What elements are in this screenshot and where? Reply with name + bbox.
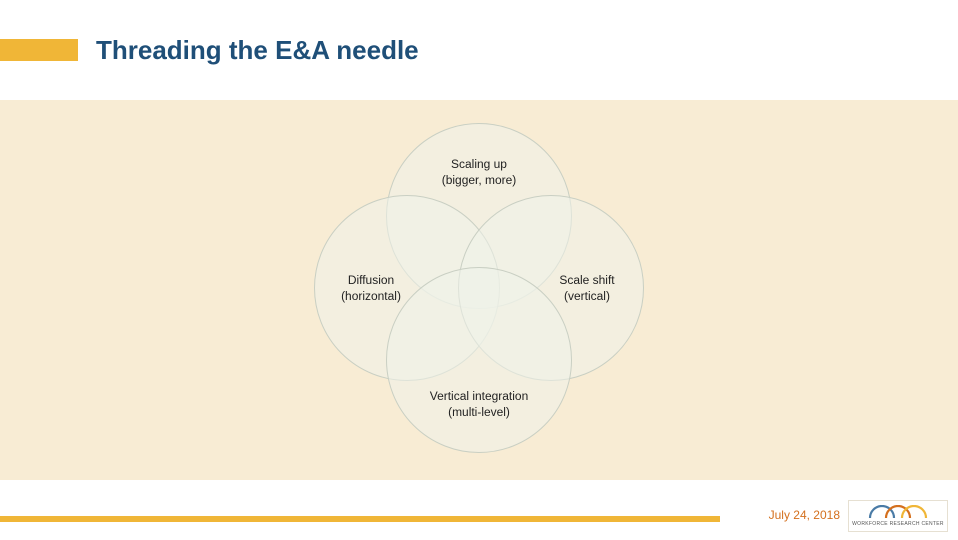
venn-label-left-line1: Diffusion <box>341 272 401 288</box>
venn-circle-bottom: Vertical integration (multi-level) <box>386 267 572 453</box>
venn-label-left-line2: (horizontal) <box>341 288 401 304</box>
slide-header: Threading the E&A needle <box>0 28 958 72</box>
footer-accent-bar <box>0 516 720 522</box>
footer-date: July 24, 2018 <box>769 508 840 522</box>
venn-label-left: Diffusion (horizontal) <box>341 272 401 304</box>
venn-label-top-line2: (bigger, more) <box>442 172 517 188</box>
venn-label-right-line1: Scale shift <box>559 272 614 288</box>
venn-diagram: Scaling up (bigger, more) Diffusion (hor… <box>0 108 958 468</box>
logo-arches-icon <box>868 505 928 519</box>
venn-label-right-line2: (vertical) <box>559 288 614 304</box>
slide-title: Threading the E&A needle <box>96 35 419 66</box>
venn-label-bottom-line2: (multi-level) <box>430 404 528 420</box>
footer-logo: WORKFORCE RESEARCH CENTER <box>848 500 948 532</box>
venn-label-bottom-line1: Vertical integration <box>430 388 528 404</box>
footer-logo-text: WORKFORCE RESEARCH CENTER <box>852 521 944 527</box>
header-accent-bar <box>0 39 78 61</box>
venn-label-right: Scale shift (vertical) <box>559 272 614 304</box>
venn-label-bottom: Vertical integration (multi-level) <box>430 388 528 420</box>
venn-label-top: Scaling up (bigger, more) <box>442 156 517 188</box>
venn-label-top-line1: Scaling up <box>442 156 517 172</box>
